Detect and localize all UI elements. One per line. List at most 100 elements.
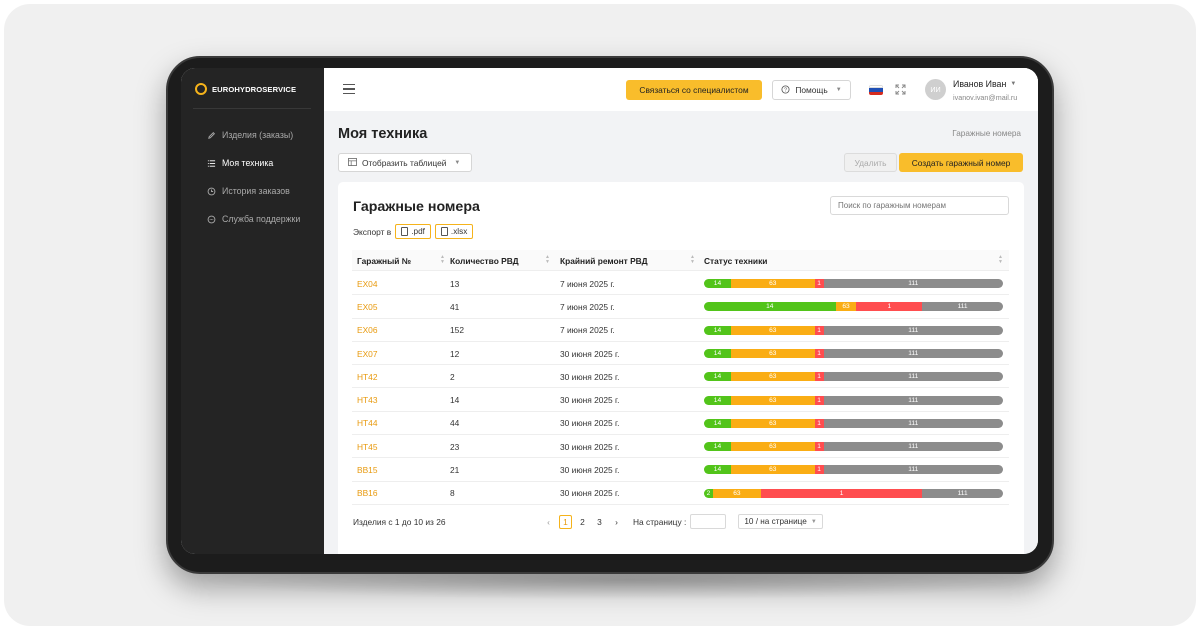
help-label: Помощь [795, 85, 828, 95]
page-1-button[interactable]: 1 [559, 514, 572, 529]
top-bar: Связаться со специалистом ? Помощь ▼ ИИ … [324, 68, 1038, 111]
last-repair-date: 30 июня 2025 г. [560, 418, 620, 429]
chevron-down-icon: ▼ [810, 518, 817, 525]
sort-icon[interactable]: ▲ ▼ [998, 254, 1003, 265]
page-size-label: 10 / на странице [744, 517, 807, 526]
status-bar: 14 63 1 111 [704, 465, 1003, 475]
garage-number-link[interactable]: EX04 [357, 278, 378, 289]
table-row[interactable]: BB16 8 30 июня 2025 г. 2 63 1 111 [352, 482, 1009, 505]
status-segment: 63 [835, 302, 857, 312]
status-bar: 14 63 1 111 [704, 372, 1003, 382]
garage-numbers-panel: Гаражные номера Экспорт в .pdf .xlsx Гар… [338, 182, 1024, 554]
page-size-select[interactable]: 10 / на странице ▼ [738, 514, 823, 529]
menu-toggle-icon[interactable] [343, 84, 355, 94]
fullscreen-icon[interactable] [895, 84, 906, 95]
goto-label: На страницу : [633, 516, 687, 527]
table-row[interactable]: EX07 12 30 июня 2025 г. 14 63 1 111 [352, 342, 1009, 366]
table-row[interactable]: HT42 2 30 июня 2025 г. 14 63 1 111 [352, 365, 1009, 389]
column-header-last-repair[interactable]: Крайний ремонт РВД [560, 255, 648, 266]
status-segment: 63 [730, 348, 815, 358]
sort-icon[interactable]: ▲ ▼ [690, 254, 695, 265]
sidebar-item-support[interactable]: Служба поддержки [207, 214, 300, 224]
user-menu[interactable]: Иванов Иван ▼ [953, 79, 1016, 89]
sidebar-divider [193, 108, 311, 109]
document-icon [440, 227, 448, 236]
column-header-status[interactable]: Статус техники [704, 255, 768, 266]
export-group: Экспорт в .pdf .xlsx [353, 224, 474, 239]
export-xlsx-button[interactable]: .xlsx [434, 224, 474, 239]
table-row[interactable]: HT44 44 30 июня 2025 г. 14 63 1 111 [352, 412, 1009, 436]
sort-icon[interactable]: ▲ ▼ [545, 254, 550, 265]
brand-logo[interactable]: EUROHYDROSERVICE [195, 83, 296, 95]
language-flag-icon[interactable] [869, 85, 883, 95]
status-segment: 63 [730, 279, 815, 288]
status-segment: 111 [922, 302, 1003, 312]
page-2-button[interactable]: 2 [580, 516, 585, 527]
rvd-count: 41 [450, 301, 460, 312]
garage-number-link[interactable]: BB15 [357, 465, 378, 476]
search-input[interactable] [830, 196, 1009, 215]
status-segment: 14 [704, 395, 731, 405]
status-segment: 111 [823, 395, 1003, 405]
sidebar-item-label: Изделия (заказы) [222, 130, 294, 140]
panel-title: Гаражные номера [353, 199, 480, 215]
garage-number-link[interactable]: HT42 [357, 371, 378, 382]
table-row[interactable]: BB15 21 30 июня 2025 г. 14 63 1 111 [352, 458, 1009, 482]
table-header: Гаражный № ▲ ▼ Количество РВД ▲ ▼ Крайний … [352, 250, 1009, 271]
table-row[interactable]: EX05 41 7 июня 2025 г. 14 63 1 111 [352, 295, 1009, 319]
delete-button[interactable]: Удалить [844, 153, 897, 172]
goto-page-input[interactable] [690, 514, 727, 529]
sidebar-item-order-history[interactable]: История заказов [207, 186, 290, 196]
rvd-count: 21 [450, 465, 460, 476]
next-page-icon[interactable]: › [615, 516, 618, 527]
garage-number-link[interactable]: HT44 [357, 418, 378, 429]
status-segment: 14 [704, 418, 731, 428]
avatar[interactable]: ИИ [925, 79, 946, 100]
status-segment: 1 [814, 418, 824, 428]
chevron-down-icon: ▼ [454, 159, 461, 166]
table-row[interactable]: EX06 152 7 июня 2025 г. 14 63 1 111 [352, 319, 1009, 342]
last-repair-date: 30 июня 2025 г. [560, 371, 620, 382]
column-header-garage-number[interactable]: Гаражный № [357, 255, 412, 266]
status-segment: 14 [704, 442, 731, 452]
garage-number-link[interactable]: EX05 [357, 301, 378, 312]
chevron-down-icon: ▼ [835, 87, 842, 93]
status-segment: 1 [814, 395, 824, 405]
export-pdf-button[interactable]: .pdf [395, 224, 431, 239]
sidebar-item-products[interactable]: Изделия (заказы) [207, 130, 293, 140]
column-header-rvd-count[interactable]: Количество РВД [450, 255, 519, 266]
svg-text:?: ? [784, 87, 787, 93]
help-dropdown[interactable]: ? Помощь ▼ [772, 80, 851, 100]
status-segment: 63 [730, 395, 815, 405]
breadcrumb[interactable]: Гаражные номера [952, 129, 1021, 138]
table-row[interactable]: EX04 13 7 июня 2025 г. 14 63 1 111 [352, 272, 1009, 296]
status-segment: 1 [814, 325, 824, 335]
contact-specialist-button[interactable]: Связаться со специалистом [626, 80, 762, 100]
status-segment: 111 [823, 442, 1003, 452]
table-row[interactable]: HT45 23 30 июня 2025 г. 14 63 1 111 [352, 435, 1009, 459]
status-segment: 111 [823, 325, 1003, 335]
create-garage-number-button[interactable]: Создать гаражный номер [899, 153, 1023, 172]
garage-number-link[interactable]: HT45 [357, 441, 378, 452]
sidebar-item-my-equipment[interactable]: Моя техника [207, 158, 273, 168]
page-3-button[interactable]: 3 [597, 516, 602, 527]
status-segment: 111 [823, 279, 1003, 288]
rvd-count: 23 [450, 441, 460, 452]
status-segment: 111 [823, 348, 1003, 358]
view-mode-label: Отобразить таблицей [362, 157, 447, 168]
rvd-count: 8 [450, 488, 455, 499]
status-segment: 1 [814, 372, 824, 382]
last-repair-date: 30 июня 2025 г. [560, 348, 620, 359]
prev-page-icon[interactable]: ‹ [547, 516, 550, 527]
view-mode-dropdown[interactable]: Отобразить таблицей ▼ [338, 153, 472, 172]
list-icon [207, 159, 216, 168]
user-name: Иванов Иван [953, 79, 1007, 89]
garage-number-link[interactable]: EX07 [357, 348, 378, 359]
garage-number-link[interactable]: EX06 [357, 325, 378, 336]
question-icon: ? [781, 84, 790, 96]
sort-icon[interactable]: ▲ ▼ [440, 254, 445, 265]
garage-number-link[interactable]: BB16 [357, 488, 378, 499]
garage-number-link[interactable]: HT43 [357, 395, 378, 406]
table-row[interactable]: HT43 14 30 июня 2025 г. 14 63 1 111 [352, 389, 1009, 412]
rvd-count: 152 [450, 325, 464, 336]
